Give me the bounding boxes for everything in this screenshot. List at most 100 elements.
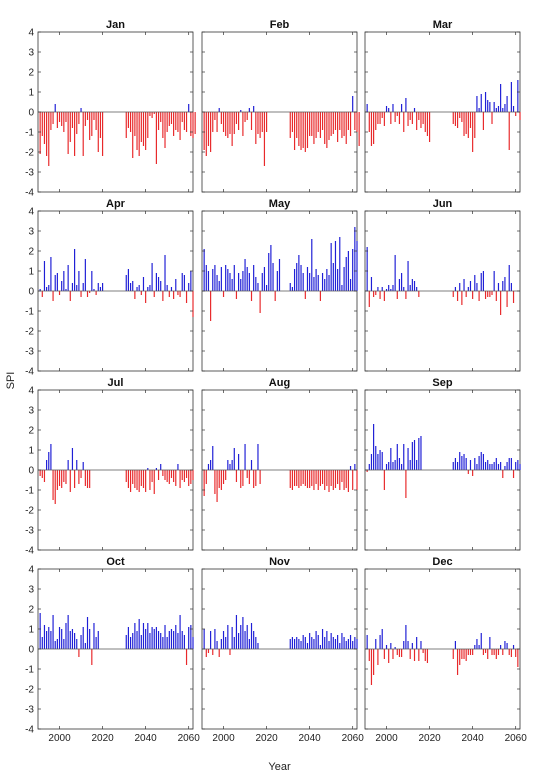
bar — [78, 112, 80, 124]
bar — [78, 271, 80, 291]
bar — [465, 458, 467, 470]
bar — [403, 287, 405, 291]
bar — [321, 470, 324, 484]
bar — [326, 269, 328, 291]
bar — [166, 285, 168, 291]
bar — [401, 104, 403, 112]
bar — [61, 112, 63, 126]
bar — [97, 631, 99, 649]
bar — [86, 617, 89, 649]
bar — [302, 635, 304, 649]
bar — [263, 112, 266, 166]
bar — [181, 273, 183, 291]
bar — [63, 470, 65, 482]
bar — [162, 637, 164, 649]
y-tick-label: -3 — [25, 705, 34, 716]
bar — [456, 291, 459, 301]
bar — [155, 627, 157, 649]
bar — [71, 283, 74, 291]
bar — [370, 277, 373, 291]
bar — [461, 456, 463, 470]
bar — [358, 112, 360, 146]
bar — [192, 291, 194, 317]
bar — [489, 464, 491, 470]
bar — [484, 462, 487, 470]
bar — [377, 112, 379, 124]
bar — [218, 281, 220, 291]
bar — [52, 615, 54, 649]
bar — [452, 112, 454, 124]
bar — [46, 460, 48, 470]
bar — [48, 452, 50, 470]
bar — [493, 462, 495, 470]
bar — [170, 629, 173, 649]
bar — [220, 470, 222, 490]
bar — [422, 649, 424, 653]
bar — [257, 643, 259, 649]
bar — [164, 470, 166, 480]
bar — [379, 450, 381, 470]
bar — [517, 460, 519, 470]
bar — [321, 112, 324, 130]
bar — [349, 279, 352, 291]
panel-may: May — [201, 198, 358, 372]
bar — [253, 265, 255, 291]
bar — [347, 251, 349, 291]
bar — [407, 261, 409, 291]
bar — [238, 112, 240, 130]
bar — [289, 470, 291, 488]
bar — [508, 458, 510, 470]
bar — [155, 273, 157, 291]
bar — [465, 291, 467, 297]
panel-title: May — [269, 198, 291, 210]
bar — [293, 269, 296, 291]
bar — [220, 267, 222, 291]
bar — [463, 112, 465, 136]
bar — [411, 442, 413, 470]
bar — [356, 241, 358, 291]
bar — [413, 649, 416, 661]
bar — [134, 623, 136, 649]
bar — [491, 112, 493, 124]
bar — [84, 112, 86, 126]
bar — [420, 112, 422, 128]
bar — [341, 633, 343, 649]
bar — [188, 283, 190, 291]
bar — [65, 289, 67, 291]
bar — [506, 96, 508, 112]
bar — [242, 617, 244, 649]
bar — [319, 291, 321, 301]
bar — [153, 629, 155, 649]
panel-mar: Mar — [364, 19, 521, 193]
bar — [405, 291, 407, 299]
bar — [250, 112, 253, 130]
bar — [246, 625, 248, 649]
bar — [76, 112, 78, 134]
bar — [101, 283, 104, 291]
bar — [80, 291, 82, 297]
bar — [153, 470, 155, 494]
bar — [296, 470, 298, 486]
bar — [222, 291, 225, 297]
bar — [461, 649, 463, 659]
bar — [50, 444, 52, 470]
bar — [173, 470, 175, 482]
bar — [319, 112, 321, 138]
bar — [337, 470, 339, 484]
bar — [259, 112, 261, 138]
bar — [138, 619, 140, 649]
bar — [502, 649, 504, 655]
bar — [396, 291, 398, 299]
bar — [190, 470, 192, 484]
bar — [493, 649, 495, 655]
bar — [484, 649, 487, 653]
bar — [268, 253, 270, 291]
bar — [270, 245, 272, 291]
bar — [313, 277, 315, 291]
bar — [43, 470, 46, 482]
bar — [218, 649, 220, 657]
bar — [347, 470, 349, 492]
bar — [298, 639, 300, 649]
bar — [422, 112, 424, 124]
bar — [454, 641, 456, 649]
